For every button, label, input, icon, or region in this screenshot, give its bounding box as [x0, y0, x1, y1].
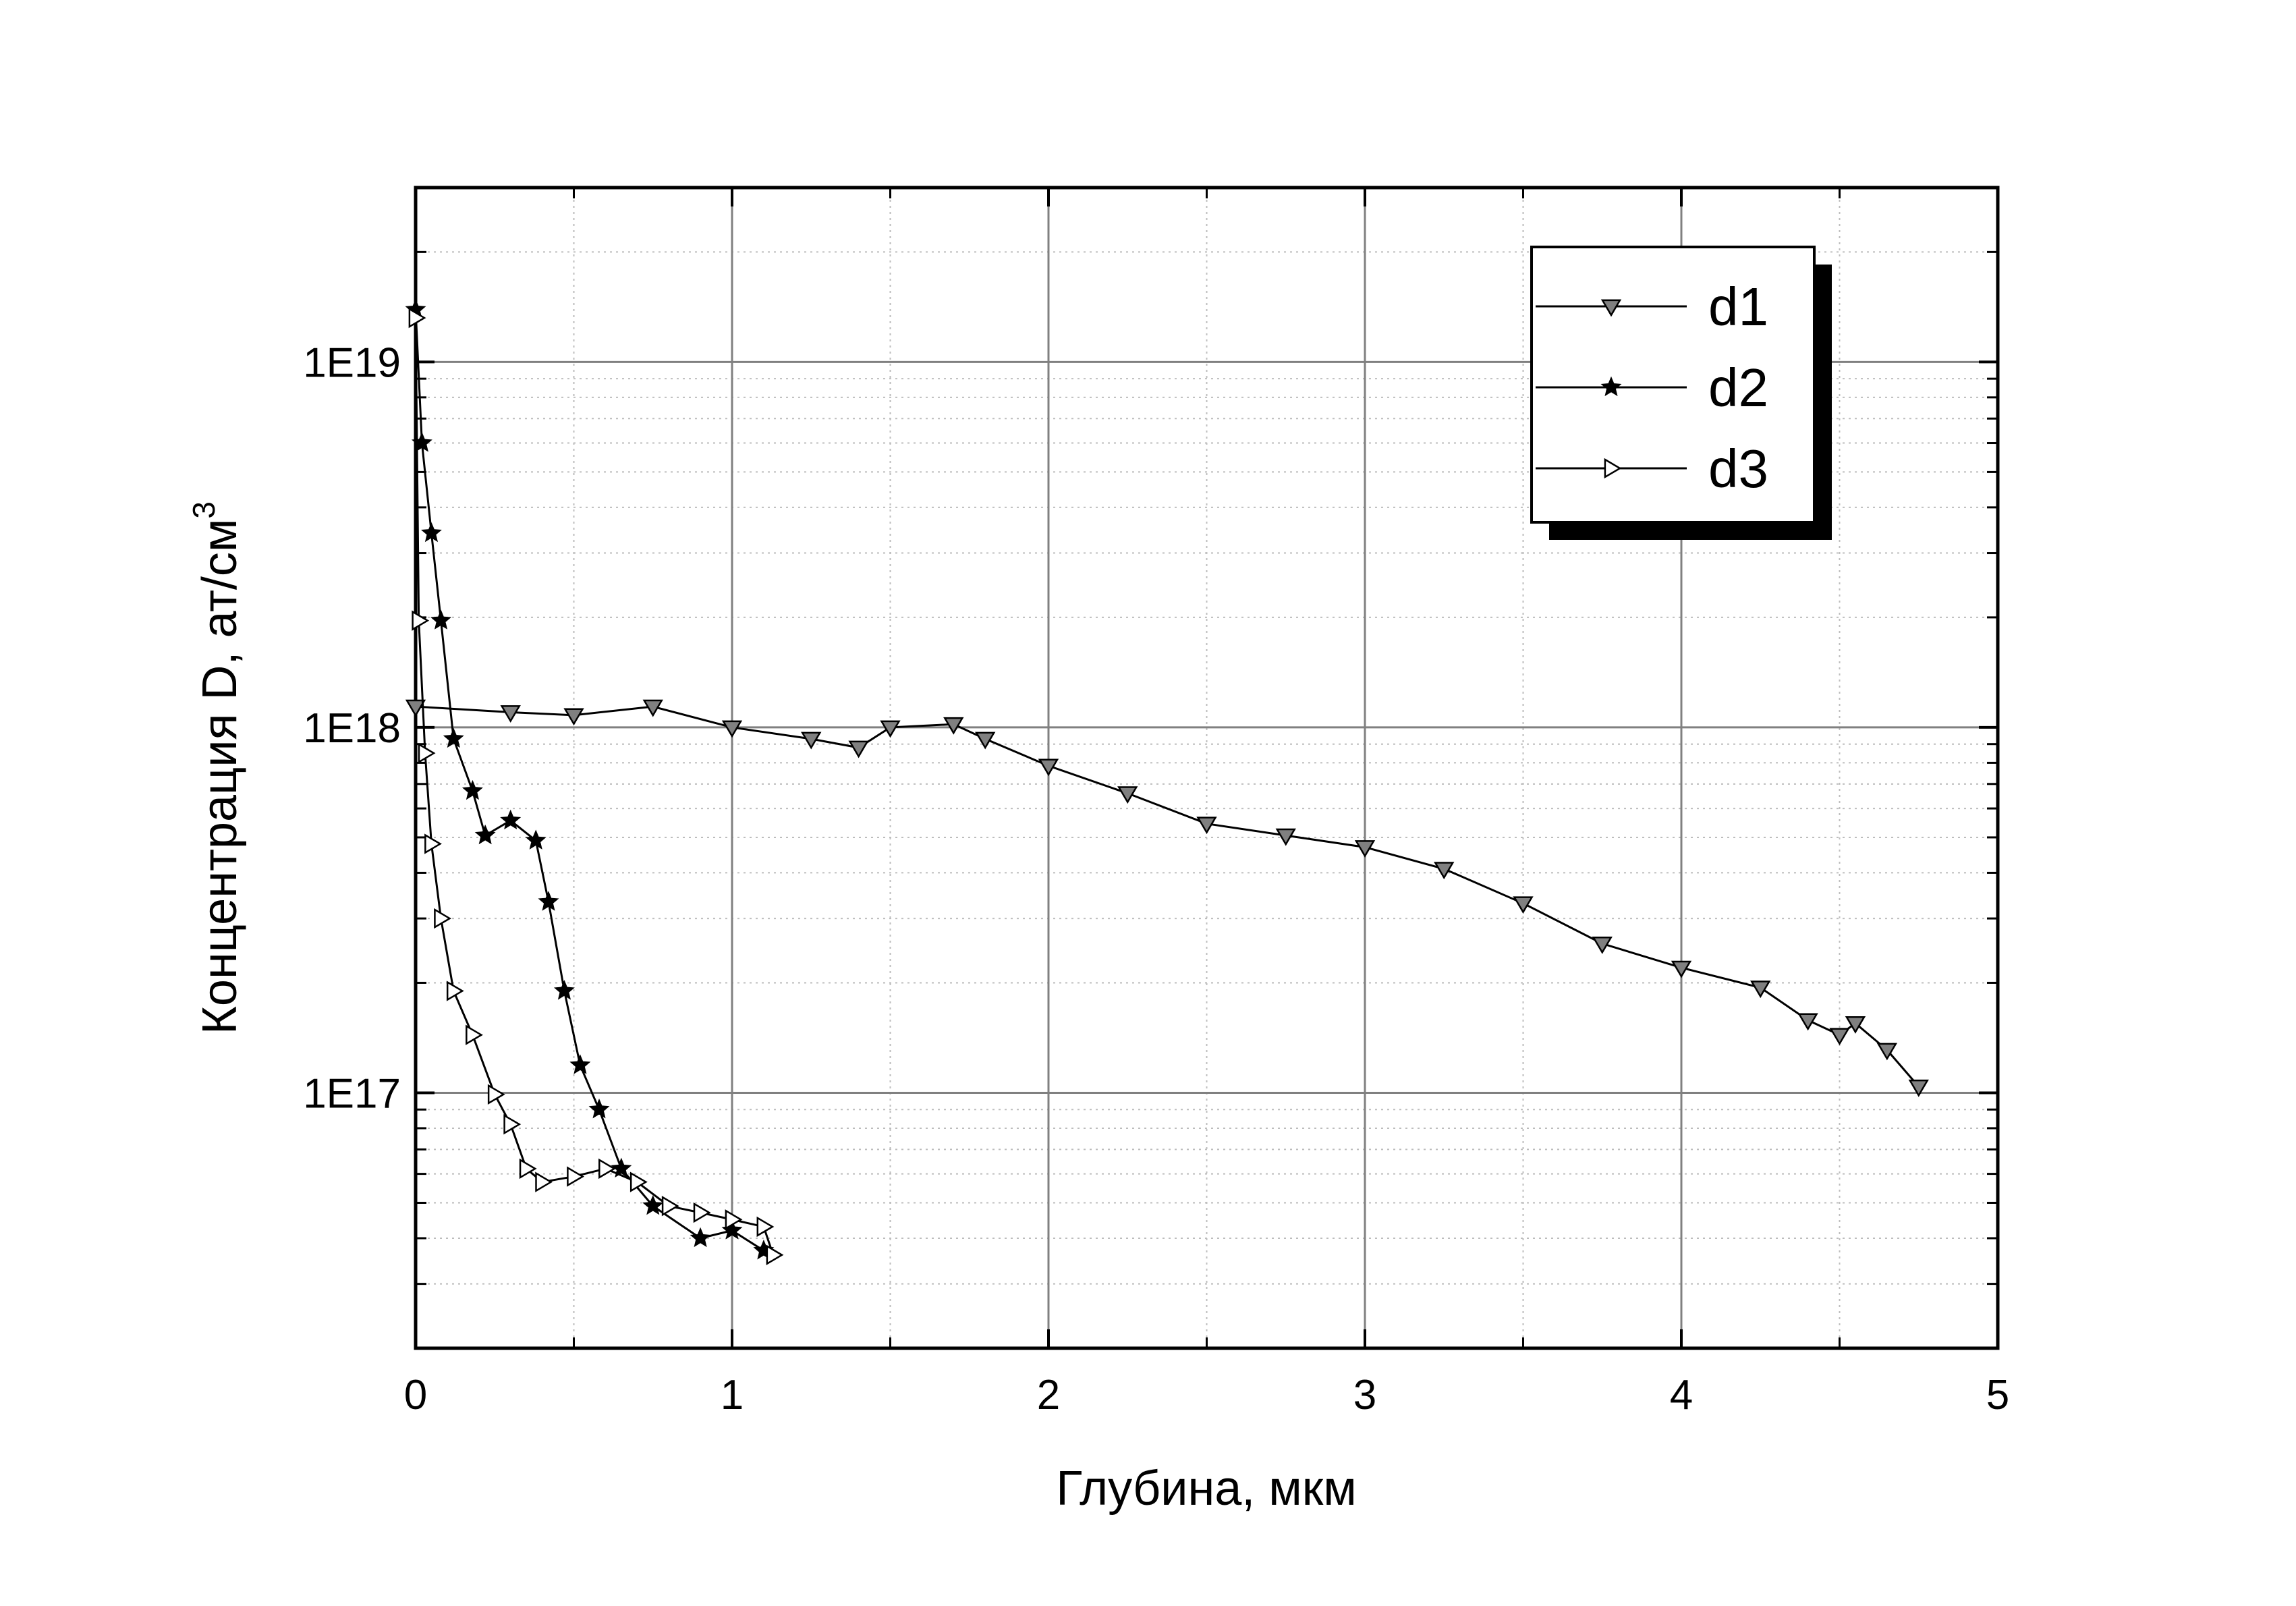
marker: [1592, 937, 1613, 954]
marker: [424, 833, 442, 854]
marker: [443, 727, 464, 748]
x-tick-label: 0: [404, 1372, 427, 1418]
marker: [1275, 828, 1296, 846]
marker: [503, 1113, 522, 1135]
marker: [693, 1202, 711, 1223]
marker: [880, 720, 901, 738]
marker: [598, 1158, 616, 1180]
series-line: [415, 705, 1920, 1088]
legend-marker: [1600, 299, 1622, 317]
marker: [629, 1171, 648, 1192]
plot-frame: [414, 186, 2000, 1350]
marker: [461, 779, 483, 800]
series-line: [414, 309, 764, 1252]
marker: [848, 740, 869, 758]
marker: [766, 1244, 784, 1265]
legend-label: d2: [1708, 358, 1768, 418]
marker: [1908, 1079, 1929, 1097]
marker: [1196, 816, 1217, 835]
marker: [430, 609, 451, 630]
marker: [1876, 1043, 1898, 1061]
marker: [1117, 786, 1138, 804]
marker: [418, 742, 436, 764]
y-axis-title-main: Концентрация D, ат/см: [193, 519, 247, 1034]
marker: [519, 1158, 537, 1180]
marker: [1513, 896, 1534, 914]
legend-marker: [1604, 458, 1622, 479]
marker: [1797, 1013, 1818, 1031]
marker: [553, 980, 575, 1000]
marker: [569, 1054, 591, 1074]
legend: [1530, 246, 1816, 524]
marker: [1434, 862, 1455, 880]
marker: [420, 522, 442, 543]
marker: [434, 908, 451, 929]
marker: [642, 699, 663, 717]
marker: [975, 731, 996, 750]
y-tick-label: 1E19: [303, 339, 401, 386]
marker: [1845, 1016, 1866, 1034]
y-axis-title: Концентрация D, ат/см3: [186, 501, 247, 1034]
y-tick-label: 1E18: [303, 705, 401, 752]
marker: [405, 699, 426, 717]
marker: [1671, 960, 1692, 978]
marker: [943, 717, 964, 735]
x-tick-label: 5: [1986, 1372, 2009, 1418]
marker: [1038, 758, 1059, 777]
marker: [500, 705, 521, 723]
marker: [446, 980, 464, 1001]
marker: [642, 1194, 664, 1215]
x-tick-label: 4: [1670, 1372, 1693, 1418]
y-axis-title-superscript: 3: [186, 501, 221, 519]
marker: [756, 1216, 775, 1238]
marker: [725, 1209, 743, 1230]
marker: [567, 1166, 584, 1187]
marker: [1354, 840, 1376, 858]
marker: [538, 891, 559, 911]
legend-label: d3: [1708, 439, 1768, 499]
marker: [721, 720, 743, 738]
marker: [1750, 980, 1771, 999]
x-tick-label: 2: [1037, 1372, 1060, 1418]
marker: [412, 610, 430, 631]
marker: [474, 824, 496, 845]
marker: [611, 1157, 632, 1178]
x-tick-label: 1: [721, 1372, 744, 1418]
marker: [588, 1099, 610, 1119]
marker: [535, 1171, 553, 1192]
marker: [563, 708, 584, 726]
marker: [690, 1227, 711, 1248]
marker: [466, 1024, 483, 1045]
marker: [801, 731, 822, 750]
marker: [487, 1084, 505, 1105]
marker: [500, 809, 522, 830]
legend-label: d1: [1708, 277, 1768, 337]
y-tick-label: 1E17: [303, 1070, 401, 1117]
marker: [408, 307, 426, 329]
x-axis-title: Глубина, мкм: [1056, 1462, 1357, 1516]
marker: [1829, 1028, 1850, 1046]
legend-marker: [1600, 376, 1622, 397]
x-tick-label: 3: [1353, 1372, 1376, 1418]
marker: [661, 1196, 679, 1217]
marker: [525, 829, 547, 850]
